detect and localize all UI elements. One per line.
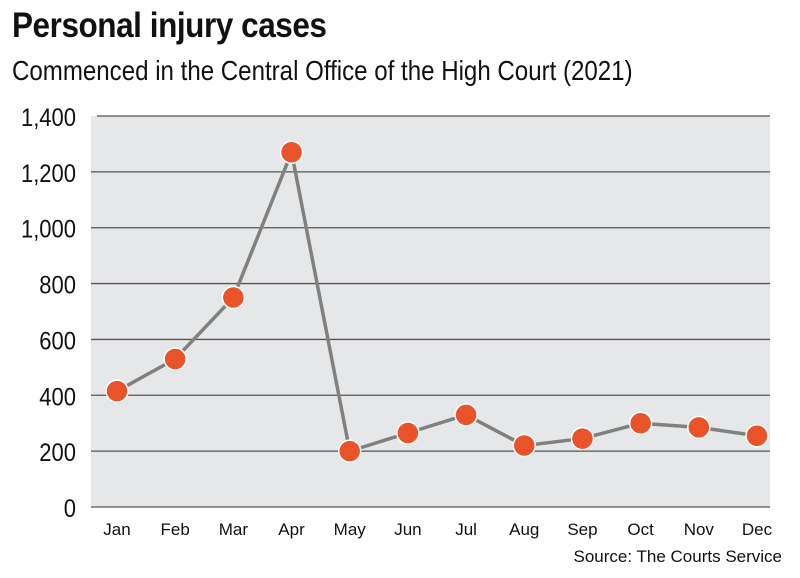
y-tick-label: 1,400: [21, 104, 76, 132]
data-point: [105, 379, 129, 403]
data-point: [396, 421, 420, 445]
data-point: [687, 415, 711, 440]
y-tick-label: 400: [39, 383, 76, 411]
y-tick-label: 0: [64, 495, 76, 523]
data-point: [221, 285, 246, 310]
x-tick-label: Aug: [509, 520, 539, 539]
source-note: Source: The Courts Service: [573, 547, 783, 566]
y-tick-label: 800: [39, 271, 76, 299]
x-tick-label: Jan: [103, 520, 130, 539]
x-tick-label: Jun: [394, 520, 421, 539]
x-tick-label: Sep: [567, 520, 597, 539]
chart-subtitle: Commenced in the Central Office of the H…: [12, 55, 633, 86]
y-tick-label: 600: [39, 327, 76, 355]
y-tick-label: 1,200: [21, 160, 76, 188]
chart-title: Personal injury cases: [12, 6, 327, 45]
x-tick-label: Nov: [684, 520, 715, 539]
data-point: [512, 433, 537, 458]
plot-area: [91, 116, 770, 507]
data-point: [337, 439, 362, 463]
x-tick-label: May: [334, 520, 367, 539]
data-point: [163, 347, 187, 371]
x-tick-label: Jul: [455, 520, 477, 539]
x-tick-label: Feb: [161, 520, 190, 539]
data-point: [454, 403, 478, 427]
x-tick-label: Dec: [742, 520, 773, 539]
x-tick-label: Mar: [219, 520, 249, 539]
y-tick-label: 1,000: [21, 215, 76, 243]
x-tick-label: Apr: [278, 520, 305, 539]
data-point: [570, 426, 595, 451]
data-point: [279, 140, 304, 165]
y-tick-label: 200: [39, 439, 76, 467]
data-point: [745, 424, 769, 448]
data-point: [628, 411, 653, 435]
x-tick-label: Oct: [627, 520, 654, 539]
